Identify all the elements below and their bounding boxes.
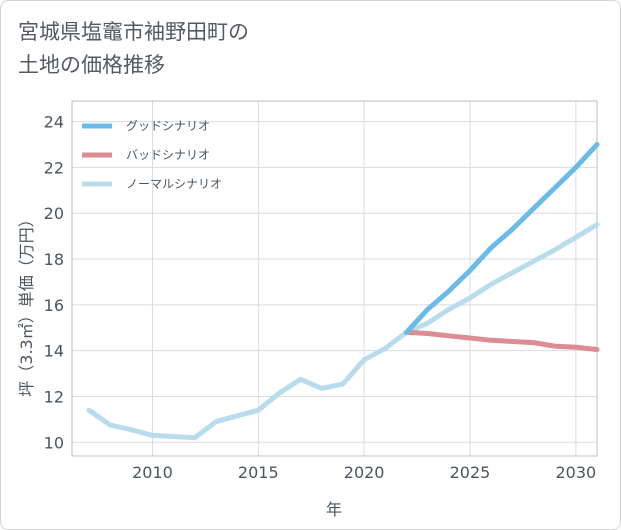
x-tick-label: 2030: [555, 463, 596, 482]
y-tick-label: 24: [44, 113, 64, 132]
x-tick-label: 2010: [132, 463, 173, 482]
x-tick-label: 2020: [344, 463, 385, 482]
y-tick-label: 18: [44, 250, 64, 269]
x-axis-label: 年: [326, 500, 342, 519]
y-tick-label: 16: [44, 296, 64, 315]
chart-title-line-2: 土地の価格推移: [18, 53, 165, 77]
chart-title-line-1: 宮城県塩竈市袖野田町の: [18, 20, 249, 44]
series-line-2: [86, 222, 600, 441]
legend-label: バッドシナリオ: [126, 148, 210, 162]
series-lines: [86, 142, 600, 441]
y-tick-label: 14: [44, 342, 64, 361]
legend-label: グッドシナリオ: [126, 119, 210, 133]
x-tick-labels: 2010 2015 2020 2025 2030: [132, 463, 596, 482]
series-line-0: [404, 142, 600, 335]
x-tick-label: 2015: [238, 463, 279, 482]
legend-label: ノーマルシナリオ: [126, 177, 222, 191]
chart-title: 宮城県塩竈市袖野田町の 土地の価格推移: [18, 16, 249, 82]
x-tick-label: 2025: [450, 463, 491, 482]
grid-lines: [72, 101, 597, 456]
y-tick-label: 20: [44, 204, 64, 223]
y-tick-label: 12: [44, 387, 64, 406]
plot-frame: [71, 100, 598, 457]
y-tick-labels: 10 12 14 16 18 20 22 24: [44, 113, 64, 453]
series-line-1: [404, 329, 600, 352]
y-axis-label: 坪（3.3㎡）単価（万円）: [17, 211, 36, 396]
y-tick-label: 22: [44, 158, 64, 177]
y-tick-label: 10: [44, 433, 64, 452]
